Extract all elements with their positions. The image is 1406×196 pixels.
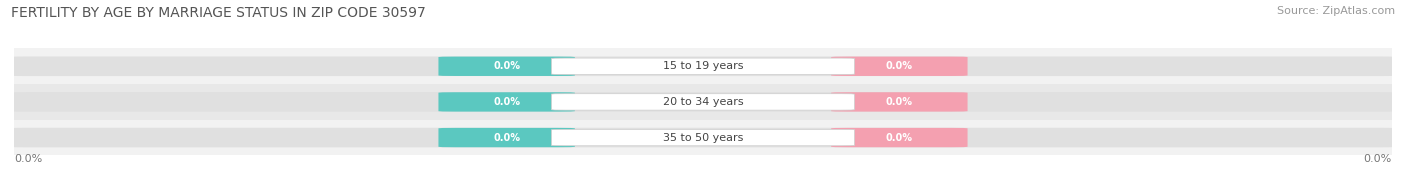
Text: Source: ZipAtlas.com: Source: ZipAtlas.com bbox=[1277, 6, 1395, 16]
FancyBboxPatch shape bbox=[551, 94, 855, 110]
Text: 0.0%: 0.0% bbox=[494, 97, 520, 107]
FancyBboxPatch shape bbox=[7, 56, 1399, 76]
FancyBboxPatch shape bbox=[551, 58, 855, 74]
Text: 0.0%: 0.0% bbox=[14, 154, 42, 164]
FancyBboxPatch shape bbox=[831, 57, 967, 76]
FancyBboxPatch shape bbox=[831, 92, 967, 112]
FancyBboxPatch shape bbox=[439, 92, 575, 112]
FancyBboxPatch shape bbox=[831, 128, 967, 147]
Text: 0.0%: 0.0% bbox=[886, 61, 912, 71]
Text: FERTILITY BY AGE BY MARRIAGE STATUS IN ZIP CODE 30597: FERTILITY BY AGE BY MARRIAGE STATUS IN Z… bbox=[11, 6, 426, 20]
FancyBboxPatch shape bbox=[7, 128, 1399, 147]
Text: 35 to 50 years: 35 to 50 years bbox=[662, 132, 744, 142]
Text: 0.0%: 0.0% bbox=[494, 132, 520, 142]
Legend: Married, Unmarried: Married, Unmarried bbox=[617, 193, 789, 196]
FancyBboxPatch shape bbox=[439, 128, 575, 147]
Text: 0.0%: 0.0% bbox=[1364, 154, 1392, 164]
FancyBboxPatch shape bbox=[551, 129, 855, 146]
Bar bbox=[14, 48, 1392, 84]
FancyBboxPatch shape bbox=[7, 92, 1399, 112]
Bar bbox=[14, 120, 1392, 155]
Text: 0.0%: 0.0% bbox=[886, 132, 912, 142]
Text: 20 to 34 years: 20 to 34 years bbox=[662, 97, 744, 107]
Text: 15 to 19 years: 15 to 19 years bbox=[662, 61, 744, 71]
Bar bbox=[14, 84, 1392, 120]
Text: 0.0%: 0.0% bbox=[494, 61, 520, 71]
FancyBboxPatch shape bbox=[439, 57, 575, 76]
Text: 0.0%: 0.0% bbox=[886, 97, 912, 107]
